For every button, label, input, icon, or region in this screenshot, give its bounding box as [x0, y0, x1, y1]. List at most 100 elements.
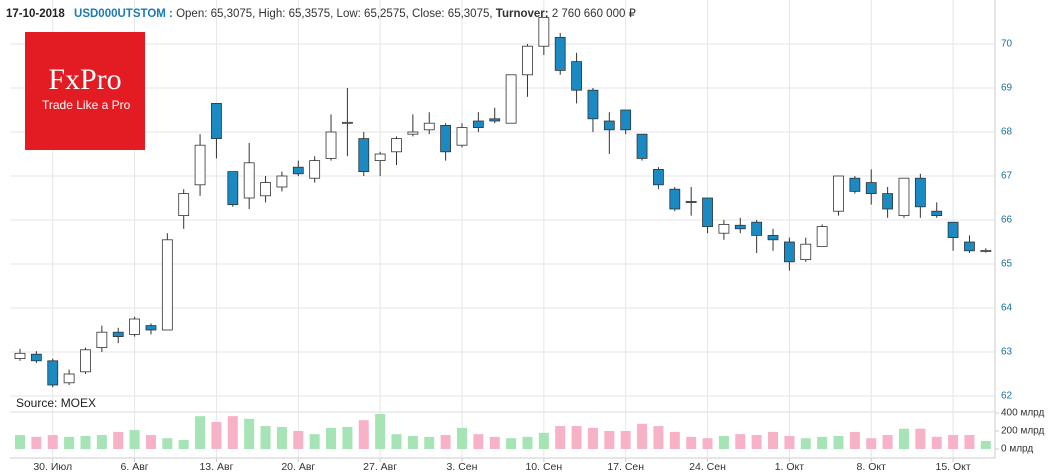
- candle-body: [882, 193, 894, 210]
- x-tick-label: 3. Сен: [447, 461, 478, 473]
- volume-bar: [768, 431, 779, 449]
- x-tick-label: 24. Сен: [689, 461, 726, 473]
- header: 17-10-2018 USD000UTSTOM : Open: 65,3075,…: [6, 8, 636, 20]
- volume-bar: [735, 434, 746, 449]
- x-tick-label: 10. Сен: [525, 461, 562, 473]
- plot: 62 63 64 65 66 67 68 69 70 0 млрд 200 млрд 400 млрд…: [10, 0, 1045, 473]
- y-tick-label: 69: [1001, 83, 1013, 94]
- y-tick-label: 64: [1001, 303, 1013, 314]
- candle-body: [47, 360, 59, 386]
- header-turnover-label: Turnover:: [496, 8, 549, 20]
- volume-bar: [751, 435, 762, 449]
- candle-body: [161, 239, 173, 331]
- candle-body: [767, 234, 779, 241]
- candle-body: [423, 122, 435, 131]
- candle-body: [63, 373, 75, 384]
- candle-body: [325, 131, 337, 159]
- candle-body: [538, 17, 550, 47]
- candle-body: [783, 241, 795, 263]
- volume-bar: [195, 416, 206, 449]
- header-date: 17-10-2018: [6, 8, 65, 20]
- source: Source: MOEX: [16, 396, 96, 410]
- volume-bar: [326, 427, 337, 449]
- candle-body: [685, 201, 697, 203]
- candle-body: [800, 243, 812, 260]
- volume-bar: [260, 426, 271, 449]
- candle-body: [718, 223, 730, 234]
- candle-body: [227, 171, 239, 206]
- volume-bar: [391, 434, 402, 449]
- candle-body: [374, 153, 386, 161]
- volume-bar: [276, 426, 287, 449]
- volume-bar: [244, 418, 255, 449]
- volume-bar: [669, 431, 680, 449]
- volume-bar: [702, 438, 713, 449]
- volume-bar: [178, 440, 189, 449]
- candle-body: [816, 226, 828, 247]
- candle-body: [112, 331, 124, 338]
- volume-bar: [898, 428, 909, 449]
- candle-body: [914, 177, 926, 208]
- candle-body: [211, 103, 222, 140]
- x-tick-label: 8. Окт: [857, 461, 887, 473]
- volume-bar: [211, 422, 222, 449]
- volume-bar: [129, 430, 140, 449]
- volume-bar: [849, 431, 860, 449]
- candle-body: [489, 118, 501, 122]
- candle-body: [472, 120, 484, 128]
- candle-body: [702, 197, 713, 228]
- x-tick-label: 17. Сен: [607, 461, 644, 473]
- x-tick-label: 15. Окт: [935, 461, 970, 473]
- candle-body: [964, 241, 975, 252]
- y-tick-label: 67: [1001, 171, 1013, 182]
- candle-body: [865, 182, 877, 195]
- volume-bar: [506, 438, 517, 449]
- header-ohlc: Open: 65,3075, High: 65,3575, Low: 65,25…: [176, 8, 493, 20]
- candle-body: [620, 109, 632, 131]
- volume-bar: [113, 431, 124, 449]
- volume-bar: [980, 440, 991, 449]
- volume-bar: [440, 435, 451, 449]
- volume-bar: [653, 426, 664, 449]
- volume-bar: [571, 426, 582, 449]
- volume-bar: [555, 426, 566, 449]
- volume-bar: [375, 413, 386, 449]
- volume-bar: [456, 427, 467, 449]
- candle-body: [129, 318, 140, 335]
- candle-body: [947, 221, 959, 238]
- candle-body: [276, 175, 288, 188]
- volume-bar: [424, 436, 435, 449]
- volume-bar: [47, 435, 58, 449]
- volume-bar: [64, 436, 75, 449]
- y-tick-label: 62: [1001, 391, 1013, 402]
- candle-body: [734, 224, 746, 230]
- candle-body: [407, 131, 419, 135]
- candle-body: [178, 193, 190, 217]
- logo-name: FxPro: [48, 63, 121, 96]
- candle-body: [30, 353, 42, 362]
- volume-bar: [964, 435, 975, 449]
- volume-bar: [686, 436, 697, 449]
- candle-body: [522, 45, 533, 76]
- candle-body: [833, 175, 844, 212]
- volume-bar: [604, 431, 615, 449]
- candle-body: [96, 331, 108, 349]
- candle-body: [391, 138, 402, 153]
- volume-tick-label: 200 млрд: [1001, 426, 1045, 437]
- candle-body: [751, 221, 763, 236]
- volume-bar: [15, 435, 25, 449]
- x-tick-label: 30. Июл: [33, 461, 72, 473]
- candle-body: [14, 352, 26, 360]
- volume-bar: [489, 436, 500, 449]
- candle-body: [456, 127, 468, 146]
- candle-body: [194, 144, 206, 186]
- y-tick-label: 66: [1001, 215, 1013, 226]
- candle-body: [341, 121, 353, 124]
- volume-bar: [407, 435, 418, 449]
- candle-body: [653, 168, 664, 186]
- candle-body: [603, 120, 615, 131]
- volume-bar: [948, 435, 959, 449]
- candle-body: [292, 166, 304, 175]
